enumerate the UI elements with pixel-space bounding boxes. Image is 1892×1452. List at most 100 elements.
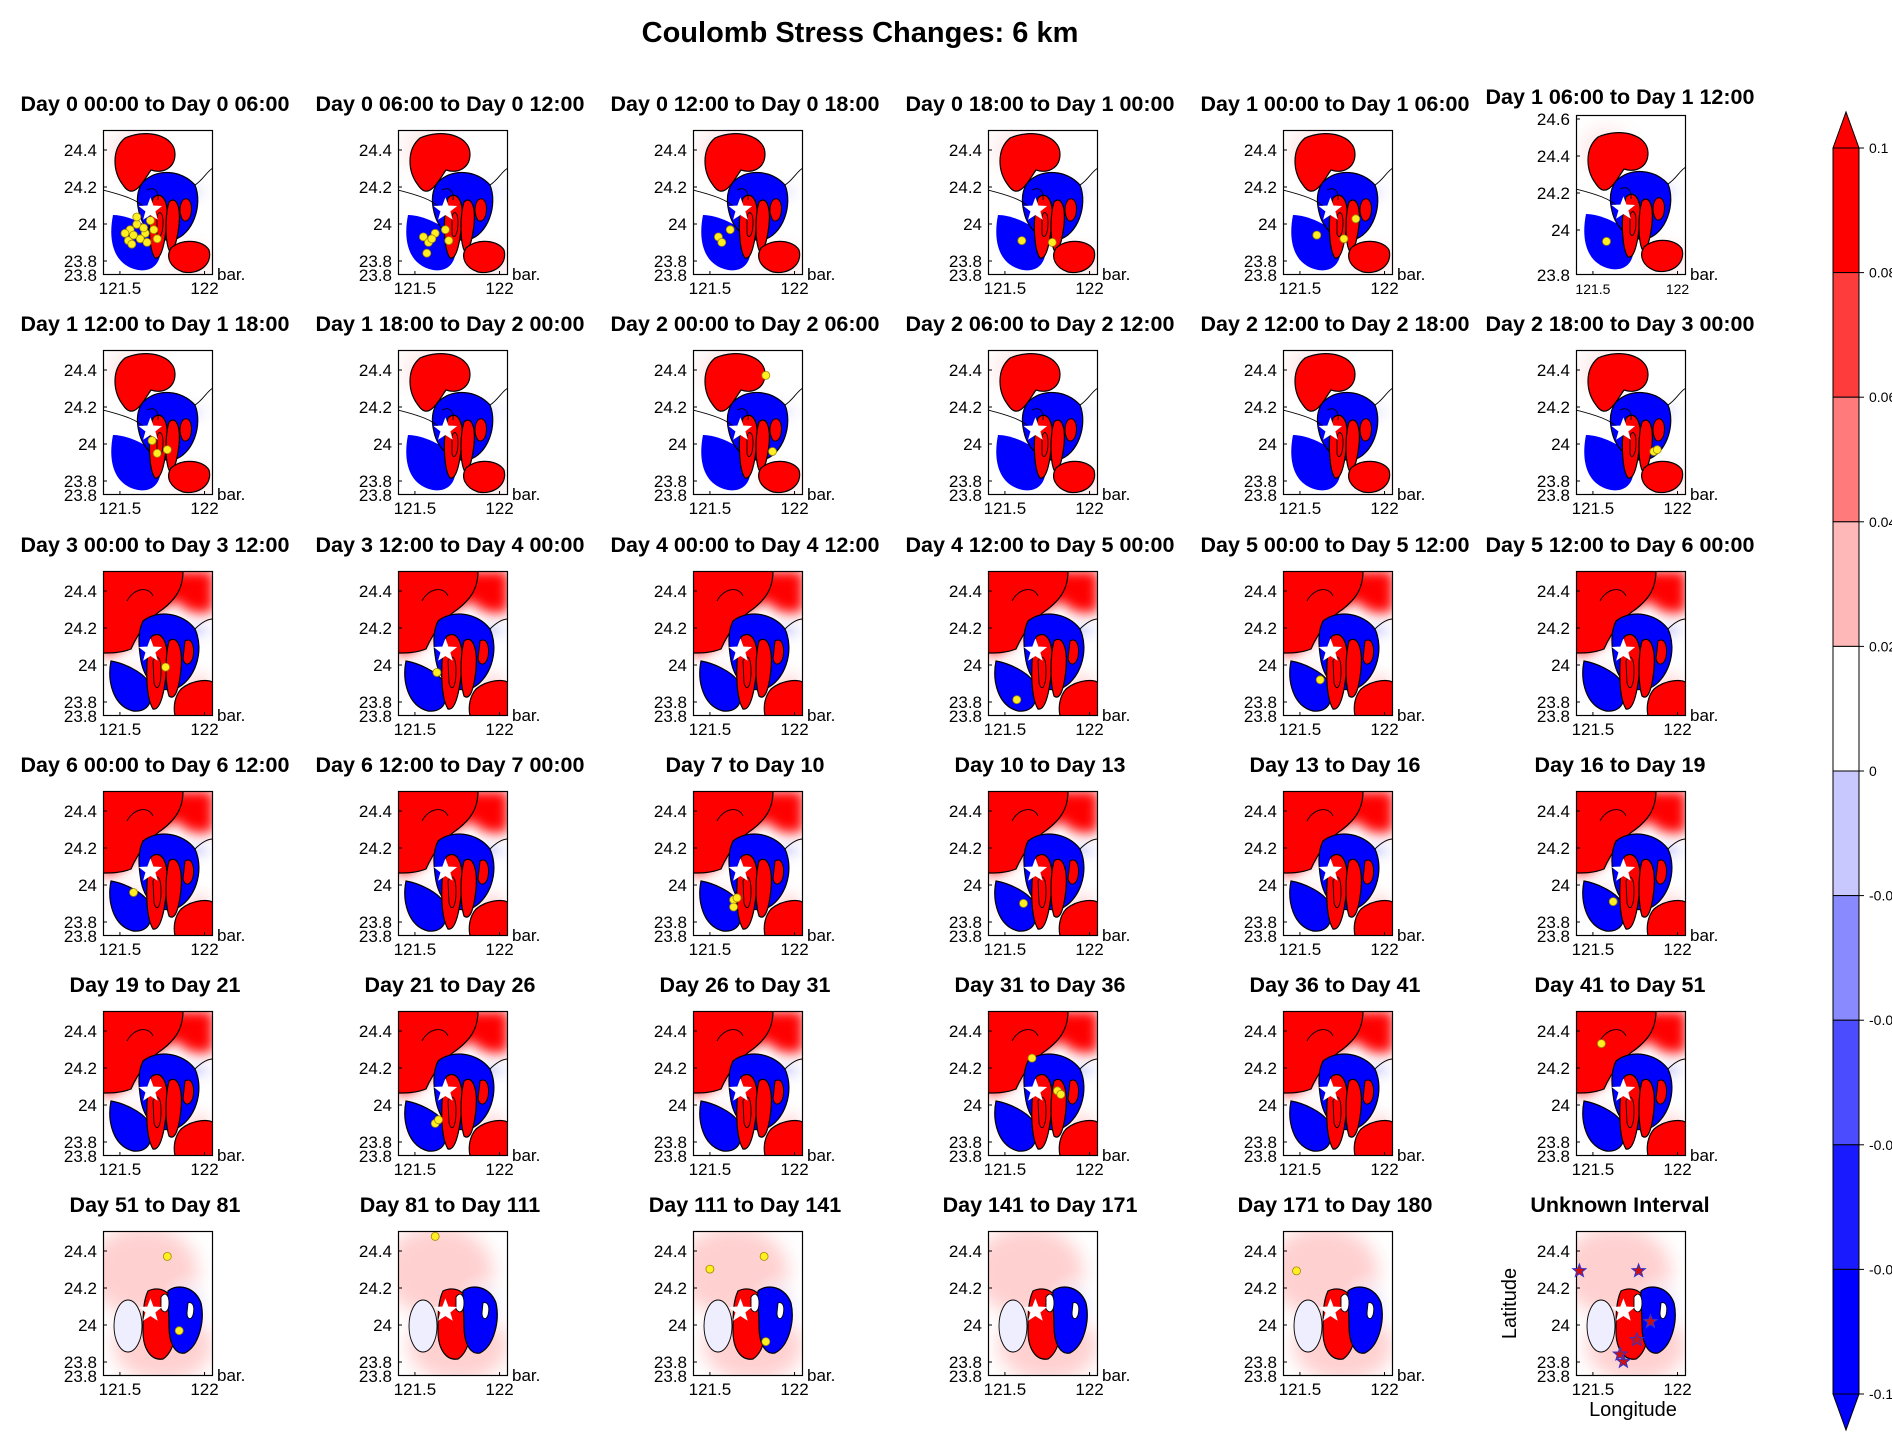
x-tick-label: 122 <box>190 279 218 298</box>
y-tick-label: 23.8 <box>949 1353 982 1372</box>
unit-label: bar. <box>1397 265 1425 284</box>
panel-title: Day 2 00:00 to Day 2 06:00 <box>611 312 880 336</box>
y-tick-label: 24 <box>963 1316 982 1335</box>
plot-frame <box>692 129 804 276</box>
y-tick-label: 24 <box>1258 215 1277 234</box>
unit-label: bar. <box>217 265 245 284</box>
unit-label: bar. <box>807 265 835 284</box>
x-tick-label: 122 <box>485 940 513 959</box>
y-tick-label: 24.4 <box>949 802 982 821</box>
y-tick-label: 24.4 <box>1537 1022 1570 1041</box>
y-tick-label: 24.4 <box>654 361 687 380</box>
y-tick-label: 23.8 <box>654 1353 687 1372</box>
y-tick-label: 24.2 <box>1537 1279 1570 1298</box>
x-tick-label: 122 <box>780 940 808 959</box>
y-tick-label: 24.2 <box>654 1059 687 1078</box>
y-tick-label: 24.2 <box>654 398 687 417</box>
y-tick-label-bottom: 23.8 <box>1537 266 1570 285</box>
y-tick-label: 23.8 <box>64 252 97 271</box>
stress-panel: Day 141 to Day 171 24.4 24.2 24 23.823.8121.… <box>943 1193 1138 1399</box>
unit-label: bar. <box>1102 265 1130 284</box>
unit-label: bar. <box>217 706 245 725</box>
y-tick-label-bottom: 23.8 <box>359 266 392 285</box>
stress-field <box>93 571 226 716</box>
mainshock-star-icon <box>1318 1078 1343 1101</box>
y-tick-label: 23.8 <box>64 1353 97 1372</box>
plot-frame <box>987 1230 1099 1377</box>
unit-label: bar. <box>1102 926 1130 945</box>
x-tick-label: 121.5 <box>394 499 437 518</box>
mainshock-star-icon <box>1318 858 1343 881</box>
mainshock-star-icon <box>1611 638 1636 661</box>
colorbar-tick-label: 0.08 <box>1869 265 1892 281</box>
mainshock-star-icon <box>138 858 163 881</box>
unit-label: bar. <box>512 265 540 284</box>
x-tick-label: 122 <box>1663 1380 1691 1399</box>
y-tick-label: 24.2 <box>654 619 687 638</box>
stress-field <box>978 791 1111 936</box>
x-tick-label: 121.5 <box>984 940 1027 959</box>
y-tick-label: 24 <box>1258 876 1277 895</box>
y-tick-label: 23.8 <box>654 252 687 271</box>
y-tick-label: 24.4 <box>64 141 97 160</box>
x-tick-label: 121.5 <box>689 940 732 959</box>
stress-field <box>1273 791 1406 936</box>
y-tick-label: 24 <box>1551 656 1570 675</box>
unit-label: bar. <box>807 926 835 945</box>
event-star-icon <box>1611 1345 1629 1362</box>
unit-label: bar. <box>1397 1366 1425 1385</box>
y-tick-label: 23.8 <box>1244 693 1277 712</box>
panel-title: Day 6 12:00 to Day 7 00:00 <box>316 753 585 777</box>
y-tick-label: 23.8 <box>1244 472 1277 491</box>
aftershock-marker <box>1012 695 1022 705</box>
stress-panel: Day 0 18:00 to Day 1 00:00 24.4 24.2 24 23.8… <box>906 92 1175 298</box>
x-tick-label: 121.5 <box>689 720 732 739</box>
stress-field <box>93 791 226 936</box>
y-tick-label: 24.4 <box>359 582 392 601</box>
y-tick-label: 23.8 <box>949 913 982 932</box>
plot-frame <box>102 570 214 717</box>
stress-field <box>388 791 521 936</box>
y-tick-label-bottom: 23.8 <box>949 927 982 946</box>
panel-title: Day 6 00:00 to Day 6 12:00 <box>21 753 290 777</box>
y-tick-label: 24 <box>963 435 982 454</box>
panel-title: Day 81 to Day 111 <box>360 1193 541 1217</box>
x-tick-label: 122 <box>485 1160 513 1179</box>
y-tick-label: 24.4 <box>359 361 392 380</box>
aftershock-marker <box>725 225 735 235</box>
y-tick-label-bottom: 23.8 <box>64 486 97 505</box>
aftershock-marker <box>174 1326 184 1336</box>
x-tick-label: 121.5 <box>1279 1160 1322 1179</box>
figure-title: Coulomb Stress Changes: 6 km <box>642 17 1079 49</box>
colorbar-segment <box>1832 1019 1860 1146</box>
y-tick-label-bottom: 23.8 <box>64 1147 97 1166</box>
aftershock-marker <box>161 662 170 672</box>
plot-frame <box>1282 790 1394 937</box>
plot-frame <box>397 1230 509 1377</box>
panel-title: Day 1 18:00 to Day 2 00:00 <box>316 312 585 336</box>
y-tick-label: 24.2 <box>1537 184 1570 203</box>
stress-field <box>683 571 816 716</box>
mainshock-star-icon <box>1023 417 1048 440</box>
x-tick-label: 122 <box>1075 1380 1103 1399</box>
y-tick-label-bottom: 23.8 <box>949 266 982 285</box>
y-tick-label: 24.2 <box>654 1279 687 1298</box>
y-tick-label-bottom: 23.8 <box>359 1147 392 1166</box>
panel-title: Day 21 to Day 26 <box>365 973 536 997</box>
unit-label: bar. <box>512 1146 540 1165</box>
mainshock-star-icon <box>1023 638 1048 661</box>
plot-frame <box>102 1010 214 1157</box>
stress-field <box>683 791 816 936</box>
mainshock-star-icon <box>728 858 753 881</box>
plot-frame <box>1575 1230 1687 1377</box>
y-tick-label: 24.2 <box>1537 619 1570 638</box>
y-tick-label: 24.4 <box>654 1242 687 1261</box>
